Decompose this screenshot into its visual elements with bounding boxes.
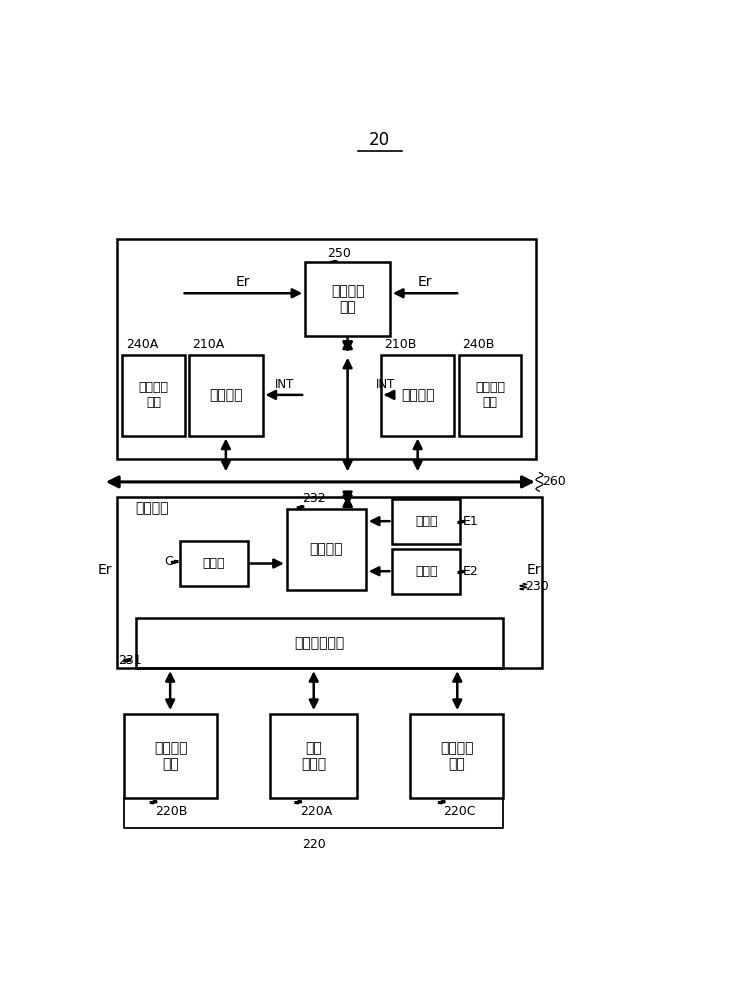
- Text: 更新单元: 更新单元: [310, 542, 343, 556]
- Text: 250: 250: [327, 247, 350, 260]
- Text: 故障检测
单元: 故障检测 单元: [475, 381, 505, 409]
- Bar: [287, 509, 366, 590]
- Bar: [459, 355, 521, 436]
- Text: 寄存器: 寄存器: [415, 515, 437, 528]
- Text: Er: Er: [236, 275, 250, 289]
- Bar: [180, 541, 247, 586]
- Text: 220C: 220C: [444, 805, 476, 818]
- Text: 210A: 210A: [193, 338, 225, 351]
- Text: INT: INT: [376, 378, 395, 391]
- Text: 共享
存储器: 共享 存储器: [301, 741, 326, 771]
- Text: 20: 20: [369, 131, 391, 149]
- Text: 中断控制
单元: 中断控制 单元: [330, 284, 365, 314]
- Text: 外围功能
单元: 外围功能 单元: [154, 741, 187, 771]
- Text: 保证单元: 保证单元: [136, 501, 169, 515]
- Text: 232: 232: [302, 492, 326, 505]
- Text: 220: 220: [302, 838, 325, 851]
- Text: 220B: 220B: [155, 805, 187, 818]
- Text: 240A: 240A: [126, 338, 158, 351]
- Text: E1: E1: [463, 515, 479, 528]
- Text: 230: 230: [525, 580, 549, 593]
- Text: 220A: 220A: [300, 805, 332, 818]
- Text: 访问控制单元: 访问控制单元: [294, 636, 345, 650]
- Text: E2: E2: [463, 565, 479, 578]
- Text: 外围功能
单元: 外围功能 单元: [440, 741, 473, 771]
- Text: C: C: [165, 555, 173, 568]
- Text: INT: INT: [276, 378, 295, 391]
- Text: 210B: 210B: [384, 338, 416, 351]
- Text: 寄存器: 寄存器: [415, 565, 437, 578]
- Bar: [393, 549, 460, 594]
- Text: 处理单元: 处理单元: [401, 388, 434, 402]
- Bar: [117, 497, 542, 668]
- Text: Er: Er: [526, 563, 541, 577]
- Text: 寄存器: 寄存器: [202, 557, 225, 570]
- Text: Er: Er: [418, 275, 433, 289]
- Bar: [381, 355, 454, 436]
- Bar: [136, 618, 503, 668]
- Text: 处理单元: 处理单元: [209, 388, 242, 402]
- Bar: [124, 714, 217, 798]
- Text: 故障检测
单元: 故障检测 单元: [139, 381, 168, 409]
- Bar: [393, 499, 460, 544]
- Bar: [411, 714, 503, 798]
- Text: 240B: 240B: [462, 338, 495, 351]
- Bar: [117, 239, 536, 459]
- Bar: [270, 714, 357, 798]
- Bar: [305, 262, 390, 336]
- Bar: [122, 355, 185, 436]
- Text: 231: 231: [118, 654, 142, 667]
- Text: 260: 260: [542, 475, 566, 488]
- Text: Er: Er: [98, 563, 113, 577]
- Bar: [189, 355, 262, 436]
